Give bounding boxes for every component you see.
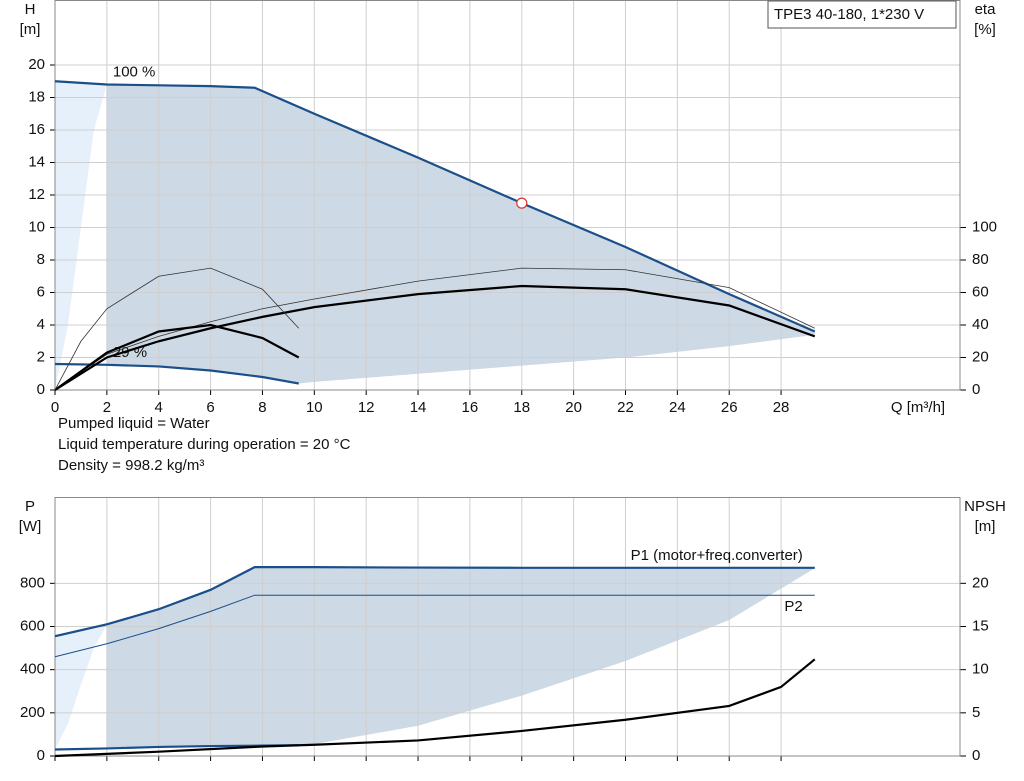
operating-range xyxy=(55,81,107,390)
x-tick-label: 28 xyxy=(773,399,790,416)
curve xyxy=(54,594,815,658)
title-box xyxy=(767,0,957,29)
y-tick-label: 18 xyxy=(28,88,45,105)
series-label: P1 (motor+freq.converter) xyxy=(631,547,803,564)
note: Density = 998.2 kg/m³ xyxy=(58,457,205,474)
operating-range xyxy=(106,84,815,384)
x-tick-label: 6 xyxy=(206,399,214,416)
plot-frame xyxy=(54,497,961,757)
x-tick-label: 14 xyxy=(410,399,427,416)
y2-tick-label: 15 xyxy=(972,617,989,634)
x-tick-label: 16 xyxy=(462,399,479,416)
y2-tick-label: 40 xyxy=(972,316,989,333)
y-tick-label: 400 xyxy=(20,661,45,678)
y-tick-label: 10 xyxy=(28,218,45,235)
x-tick-label: 2 xyxy=(103,399,111,416)
y-axis-label: P xyxy=(25,498,35,515)
series-label: P2 xyxy=(784,598,802,615)
x-tick-label: 20 xyxy=(565,399,582,416)
curve xyxy=(54,267,815,391)
y2-tick-label: 60 xyxy=(972,283,989,300)
y2-tick-label: 80 xyxy=(972,251,989,268)
y-tick-label: 2 xyxy=(37,348,45,365)
y-tick-label: 800 xyxy=(20,574,45,591)
curve xyxy=(54,267,300,391)
x-tick-label: 4 xyxy=(155,399,163,416)
x-tick-label: 10 xyxy=(306,399,323,416)
curve xyxy=(54,323,300,391)
y-tick-label: 8 xyxy=(37,251,45,268)
curve xyxy=(54,566,815,638)
y-tick-label: 600 xyxy=(20,617,45,634)
y2-tick-label: 100 xyxy=(972,218,997,235)
y2-axis-label: [m] xyxy=(975,518,996,535)
note: Liquid temperature during operation = 20… xyxy=(58,436,351,453)
x-tick-label: 18 xyxy=(513,399,530,416)
x-tick-label: 0 xyxy=(51,399,59,416)
curve xyxy=(54,658,816,758)
y-tick-label: 20 xyxy=(28,56,45,73)
y-tick-label: 12 xyxy=(28,186,45,203)
x-tick-label: 24 xyxy=(669,399,686,416)
y2-tick-label: 20 xyxy=(972,348,989,365)
y-tick-label: 6 xyxy=(37,283,45,300)
x-axis-label: Q [m³/h] xyxy=(891,399,945,416)
y2-tick-label: 20 xyxy=(972,574,989,591)
y-tick-label: 14 xyxy=(28,153,45,170)
y2-axis-label: eta xyxy=(975,1,997,18)
operating-point xyxy=(516,197,528,209)
operating-range xyxy=(55,624,107,750)
note: Pumped liquid = Water xyxy=(58,415,210,432)
y-tick-label: 0 xyxy=(37,747,45,764)
y-axis-label: H xyxy=(25,1,36,18)
y2-tick-label: 10 xyxy=(972,661,989,678)
curve xyxy=(54,80,816,333)
y-axis-label: [m] xyxy=(20,21,41,38)
y-tick-label: 4 xyxy=(37,316,45,333)
y2-axis-label: NPSH xyxy=(964,498,1006,515)
curve xyxy=(54,362,299,385)
x-tick-label: 22 xyxy=(617,399,634,416)
y-tick-label: 0 xyxy=(37,381,45,398)
y2-tick-label: 0 xyxy=(972,747,980,764)
x-tick-label: 26 xyxy=(721,399,738,416)
y-axis-label: [W] xyxy=(19,518,42,535)
curve xyxy=(54,284,816,391)
y-tick-label: 200 xyxy=(20,704,45,721)
series-label: 100 % xyxy=(113,63,156,80)
chart-title: TPE3 40-180, 1*230 V xyxy=(774,6,924,23)
y2-tick-label: 5 xyxy=(972,704,980,721)
y2-tick-label: 0 xyxy=(972,381,980,398)
x-tick-label: 8 xyxy=(258,399,266,416)
y-tick-label: 16 xyxy=(28,121,45,138)
y2-axis-label: [%] xyxy=(974,21,996,38)
operating-range xyxy=(106,567,815,749)
plot-frame xyxy=(54,0,961,391)
x-tick-label: 12 xyxy=(358,399,375,416)
